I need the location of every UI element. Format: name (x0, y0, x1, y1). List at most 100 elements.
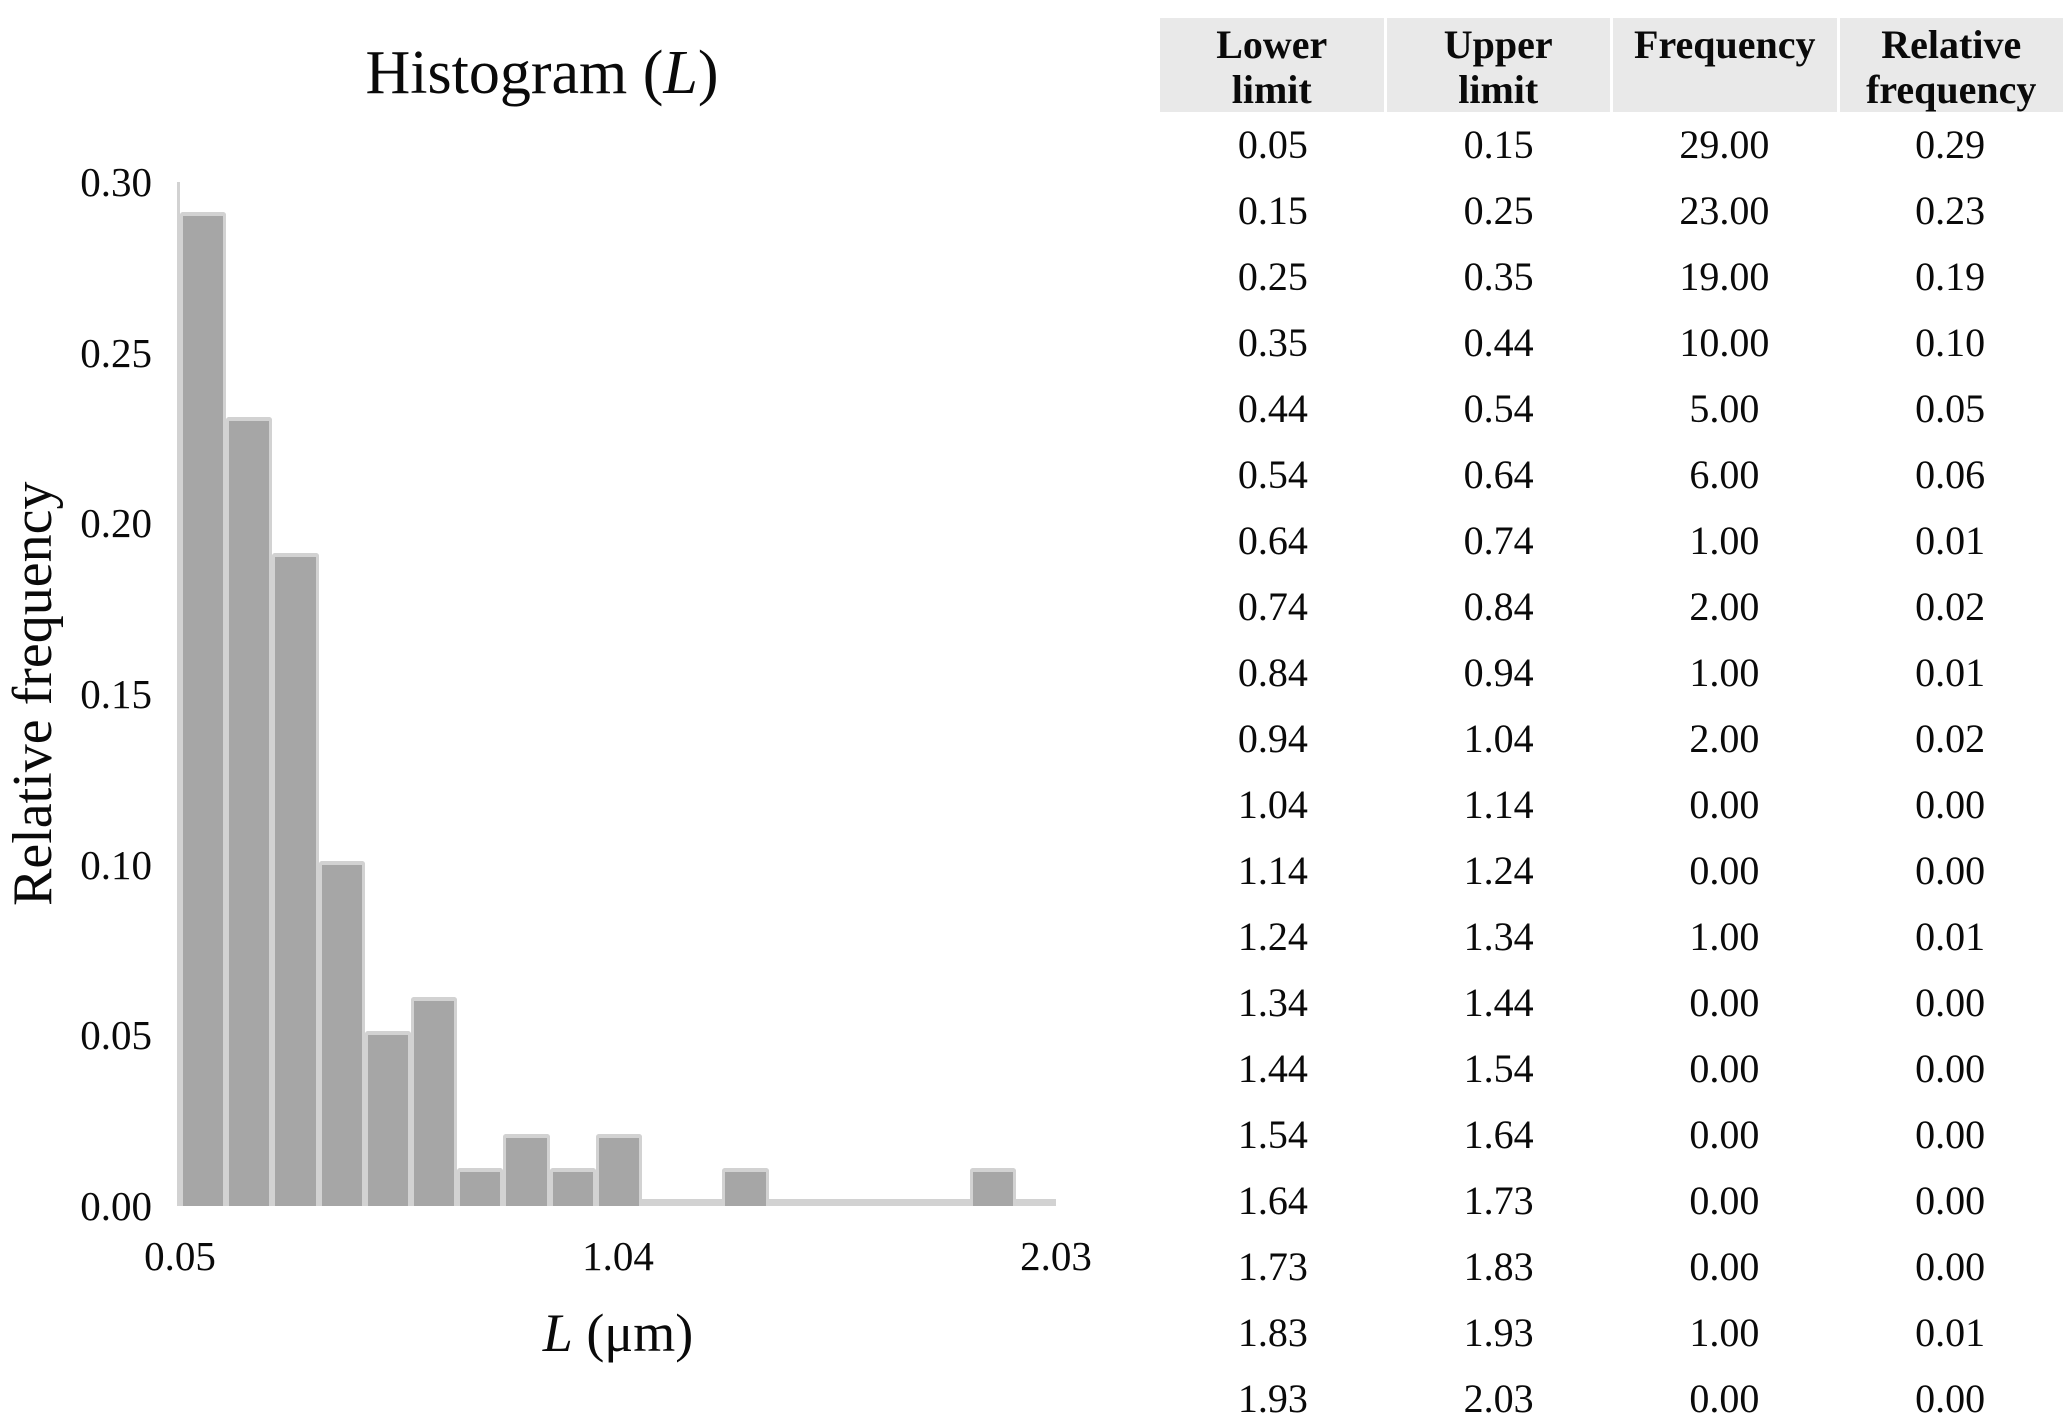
table-cell: 0.84 (1237, 650, 1308, 695)
table-cell: 0.10 (1915, 320, 1986, 365)
table-cell: 0.23 (1915, 188, 1986, 233)
table-cell: 1.24 (1463, 848, 1534, 893)
histogram-bar (768, 1199, 809, 1206)
bars-container (180, 182, 1057, 1206)
table-cell: 0.35 (1463, 254, 1534, 299)
table-cell: 0.94 (1237, 716, 1308, 761)
table-row: 0.15 0.25 23.00 0.23 (1160, 178, 2063, 244)
table-cell: 0.05 (1237, 122, 1308, 167)
histogram-bar (411, 997, 458, 1206)
histogram-bar (1015, 1199, 1057, 1206)
table-cell: 29.00 (1679, 122, 1770, 167)
frequency-table: Lower limit Upper limit Frequency Relative … (1160, 0, 2067, 1423)
table-cell: 10.00 (1679, 320, 1770, 365)
chart-title-variable: L (663, 39, 698, 107)
table-header-cell: Upper limit (1383, 18, 1611, 112)
table-header-row: Lower limit Upper limit Frequency Relative … (1160, 18, 2063, 112)
table-cell: 0.15 (1463, 122, 1534, 167)
table-cell: 1.04 (1463, 716, 1534, 761)
histogram-bar (364, 1031, 412, 1206)
table-cell: 0.19 (1915, 254, 1986, 299)
table-cell: 0.84 (1463, 584, 1534, 629)
table-cell: 0.02 (1915, 716, 1986, 761)
table-cell: 0.01 (1915, 914, 1986, 959)
table-cell: 0.15 (1237, 188, 1308, 233)
table-cell: 0.35 (1237, 320, 1308, 365)
table-row: 0.94 1.04 2.00 0.02 (1160, 706, 2063, 772)
table-cell: 0.74 (1237, 584, 1308, 629)
chart-title: Histogram (L) (0, 38, 1084, 108)
table-cell: 0.01 (1915, 518, 1986, 563)
table-row: 0.25 0.35 19.00 0.19 (1160, 244, 2063, 310)
table-cell: 0.00 (1915, 1112, 1986, 1157)
table-row: 1.14 1.24 0.00 0.00 (1160, 838, 2063, 904)
table-cell: 2.00 (1689, 584, 1760, 629)
table-row: 1.73 1.83 0.00 0.00 (1160, 1234, 2063, 1300)
table-row: 0.74 0.84 2.00 0.02 (1160, 574, 2063, 640)
table-row: 0.64 0.74 1.00 0.01 (1160, 508, 2063, 574)
table-row: 1.04 1.14 0.00 0.00 (1160, 772, 2063, 838)
table-cell: 1.34 (1237, 980, 1308, 1025)
table-cell: 1.44 (1463, 980, 1534, 1025)
table-cell: 1.00 (1689, 518, 1760, 563)
table-cell: 1.73 (1463, 1178, 1534, 1223)
table-cell: 1.24 (1237, 914, 1308, 959)
table-cell: 0.01 (1915, 1310, 1986, 1355)
x-tick-label: 0.05 (144, 1233, 216, 1279)
chart-title-suffix: ) (697, 39, 719, 107)
table-cell: 0.74 (1463, 518, 1534, 563)
table-cell: 0.44 (1237, 386, 1308, 431)
table-cell: 1.83 (1463, 1244, 1534, 1289)
histogram-bar (969, 1168, 1016, 1206)
histogram-bar (180, 212, 227, 1206)
table-row: 1.93 2.03 0.00 0.00 (1160, 1366, 2063, 1423)
table-cell: 1.93 (1463, 1310, 1534, 1355)
table-row: 0.05 0.15 29.00 0.29 (1160, 112, 2063, 178)
table-header-cell: Relative frequency (1836, 18, 2064, 112)
table-cell: 0.25 (1237, 254, 1308, 299)
x-tick-label: 1.04 (582, 1233, 654, 1279)
x-axis-title-variable: L (542, 1303, 573, 1363)
histogram-bar (929, 1199, 970, 1206)
table-header-cell: Lower limit (1216, 22, 1328, 112)
table-cell: 0.00 (1689, 782, 1760, 827)
table-cell: 0.00 (1689, 848, 1760, 893)
histogram-bar (503, 1134, 550, 1206)
y-tick-label: 0.05 (80, 1012, 152, 1058)
table-cell: 1.83 (1237, 1310, 1308, 1355)
histogram-chart: Histogram (L) Relative frequency 0.30 0.2… (0, 38, 1092, 1363)
table-row: 1.54 1.64 0.00 0.00 (1160, 1102, 2063, 1168)
table-cell: 0.94 (1463, 650, 1534, 695)
table-cell: 1.54 (1463, 1046, 1534, 1091)
table-cell: 0.06 (1915, 452, 1986, 497)
table-body: 0.05 0.15 29.00 0.29 0.15 0.25 23.00 0.23 0.25 0.… (1160, 112, 2063, 1423)
y-tick-label: 0.15 (80, 671, 152, 717)
table-cell: 0.00 (1915, 1178, 1986, 1223)
table-cell: 6.00 (1689, 452, 1760, 497)
y-tick-label: 0.25 (80, 330, 152, 376)
table-cell: 1.00 (1689, 1310, 1760, 1355)
table-cell: 0.64 (1237, 518, 1308, 563)
histogram-bar (226, 417, 273, 1206)
histogram-bar (849, 1199, 890, 1206)
table-cell: 0.05 (1915, 386, 1986, 431)
x-axis-ticks: 0.05 1.04 2.03 (144, 1233, 1092, 1283)
table-cell: 0.00 (1689, 980, 1760, 1025)
table-cell: 0.01 (1915, 650, 1986, 695)
table-cell: 1.14 (1463, 782, 1534, 827)
table-cell: 1.54 (1237, 1112, 1308, 1157)
table-cell: 1.00 (1689, 914, 1760, 959)
table-row: 1.64 1.73 0.00 0.00 (1160, 1168, 2063, 1234)
y-axis-line (177, 182, 180, 1206)
table-cell: 0.00 (1915, 782, 1986, 827)
x-axis-title: L (μm) (180, 1303, 1056, 1363)
table-cell: 0.02 (1915, 584, 1986, 629)
histogram-bar (549, 1168, 596, 1206)
table-cell: 0.00 (1915, 848, 1986, 893)
table-cell: 0.00 (1915, 1046, 1986, 1091)
table-row: 0.44 0.54 5.00 0.05 (1160, 376, 2063, 442)
table-cell: 1.14 (1237, 848, 1308, 893)
histogram-bar (642, 1199, 683, 1206)
y-tick-label: 0.10 (80, 842, 152, 888)
table-cell: 0.00 (1689, 1112, 1760, 1157)
